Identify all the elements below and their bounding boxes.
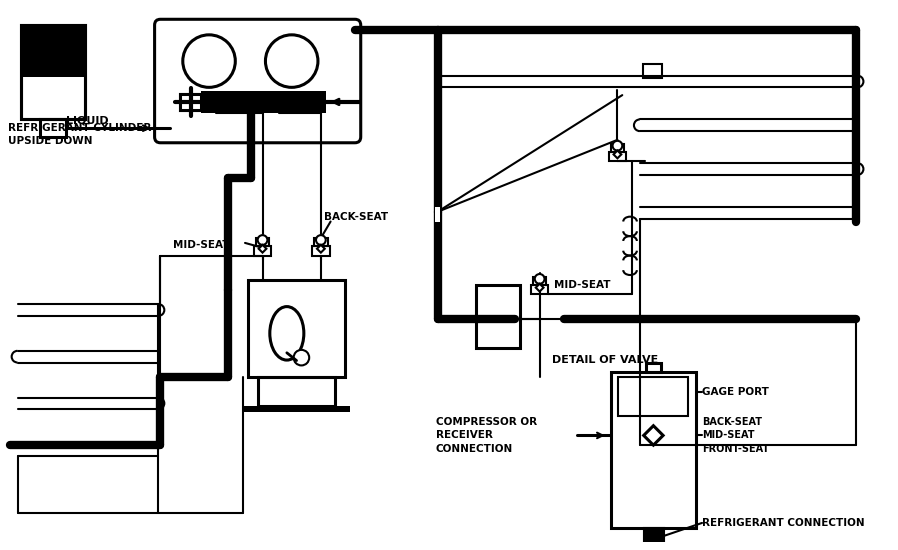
Polygon shape: [536, 284, 543, 292]
Bar: [313, 246, 330, 256]
Bar: [180, 95, 200, 109]
Polygon shape: [613, 151, 621, 158]
Text: MID-SEAT: MID-SEAT: [554, 280, 611, 290]
Circle shape: [294, 350, 309, 365]
Text: LIQUID: LIQUID: [66, 116, 109, 125]
Bar: [646, 362, 661, 372]
Bar: [258, 377, 336, 406]
Bar: [314, 238, 328, 246]
Bar: [477, 285, 520, 348]
Bar: [254, 246, 271, 256]
Bar: [22, 25, 84, 119]
Bar: [40, 119, 66, 137]
Bar: [248, 280, 345, 377]
Ellipse shape: [269, 306, 304, 360]
Bar: [619, 377, 689, 416]
Circle shape: [258, 235, 268, 245]
Bar: [256, 238, 269, 246]
Circle shape: [535, 274, 544, 284]
Bar: [609, 151, 626, 161]
Bar: [611, 144, 624, 151]
Bar: [22, 25, 84, 119]
Text: REFRIGERANT CONNECTION: REFRIGERANT CONNECTION: [702, 518, 865, 528]
Text: BACK-SEAT
MID-SEAT
FRONT-SEAT: BACK-SEAT MID-SEAT FRONT-SEAT: [702, 417, 770, 454]
Bar: [611, 372, 696, 528]
Text: BACK-SEAT: BACK-SEAT: [324, 212, 388, 222]
Bar: [435, 207, 440, 222]
Text: COMPRESSOR OR
RECEIVER
CONNECTION: COMPRESSOR OR RECEIVER CONNECTION: [436, 417, 537, 454]
Polygon shape: [644, 426, 663, 445]
Bar: [644, 528, 663, 550]
Bar: [22, 25, 84, 77]
Bar: [531, 285, 549, 294]
Bar: [243, 406, 350, 412]
Polygon shape: [259, 245, 267, 252]
Text: GAGE PORT: GAGE PORT: [702, 387, 769, 397]
Text: DETAIL OF VALVE: DETAIL OF VALVE: [552, 355, 658, 365]
Bar: [644, 528, 663, 550]
Text: MID-SEAT: MID-SEAT: [173, 240, 230, 250]
Circle shape: [183, 35, 235, 87]
Circle shape: [266, 35, 318, 87]
Polygon shape: [317, 245, 325, 252]
Circle shape: [612, 141, 622, 151]
Bar: [533, 277, 547, 285]
Bar: [643, 64, 662, 78]
Circle shape: [316, 235, 326, 245]
Bar: [644, 528, 663, 550]
Bar: [180, 94, 201, 109]
Bar: [201, 91, 326, 113]
Bar: [180, 94, 201, 109]
Text: REFRIGERANT CYLINDER
UPSIDE DOWN: REFRIGERANT CYLINDER UPSIDE DOWN: [8, 123, 151, 146]
